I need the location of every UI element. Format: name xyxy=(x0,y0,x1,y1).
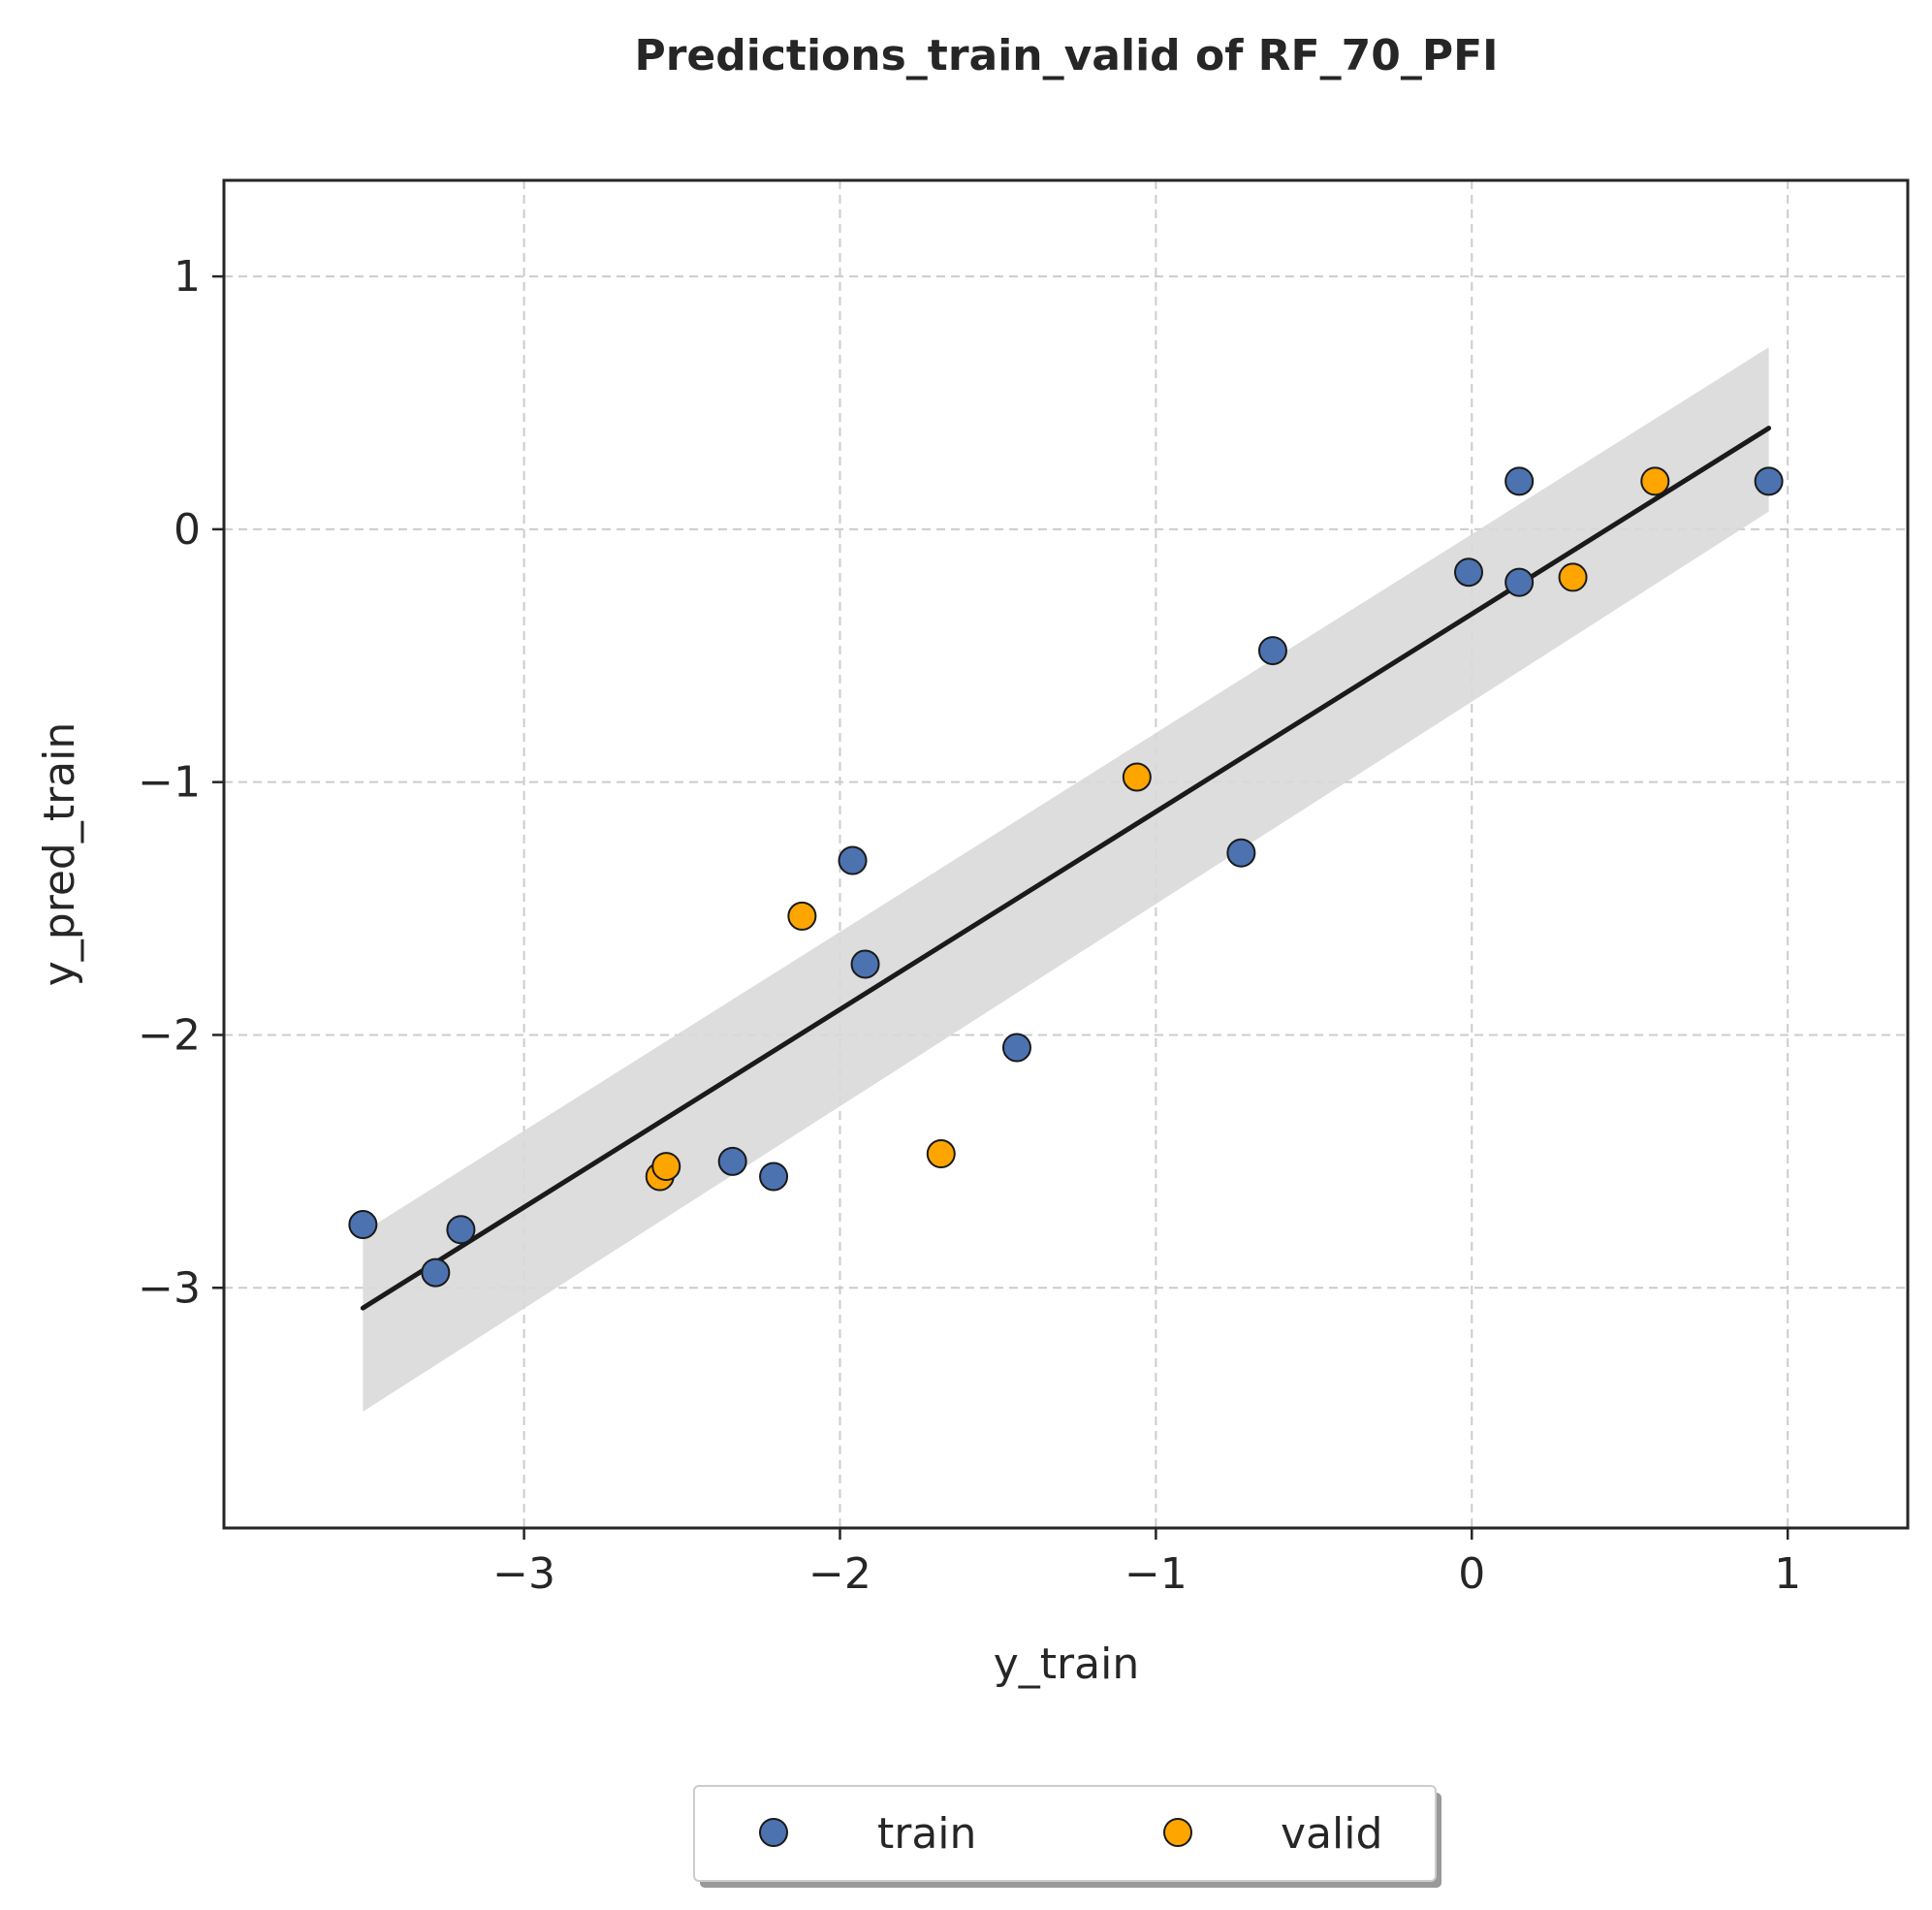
point-train xyxy=(1001,1033,1031,1063)
regression-line-group xyxy=(360,426,1772,1311)
point-train xyxy=(421,1257,451,1288)
point-valid xyxy=(926,1139,956,1169)
point-valid xyxy=(787,901,817,931)
x-axis-label: y_train xyxy=(994,1639,1139,1689)
x-tick-label: −1 xyxy=(1124,1549,1188,1599)
point-train xyxy=(1257,636,1287,666)
x-tick-label: 1 xyxy=(1774,1549,1801,1599)
chart-title: Predictions_train_valid of RF_70_PFI xyxy=(634,31,1498,80)
point-train xyxy=(717,1146,747,1176)
y-tick-label: −1 xyxy=(138,758,201,808)
legend-label-train: train xyxy=(877,1809,976,1859)
point-train xyxy=(1454,557,1484,588)
x-tick-label: −3 xyxy=(492,1549,555,1599)
point-train xyxy=(850,949,880,979)
confidence-band xyxy=(363,347,1769,1413)
y-tick-label: −3 xyxy=(138,1263,201,1313)
y-tick-label: 1 xyxy=(174,252,201,302)
point-train xyxy=(759,1162,789,1192)
point-train xyxy=(446,1215,476,1245)
point-train xyxy=(838,845,868,875)
point-train xyxy=(1754,466,1784,496)
legend-marker-valid xyxy=(1163,1818,1192,1847)
y-tick-label: −2 xyxy=(138,1010,201,1060)
legend: train valid xyxy=(693,1785,1441,1888)
legend-marker-train xyxy=(759,1818,788,1847)
y-tick-label: 0 xyxy=(174,505,201,555)
legend-label-valid: valid xyxy=(1281,1809,1382,1859)
x-tick-label: 0 xyxy=(1458,1549,1485,1599)
data-points xyxy=(348,466,1784,1288)
point-valid xyxy=(1122,762,1152,792)
point-train xyxy=(1226,838,1256,868)
point-valid xyxy=(1558,562,1588,592)
point-valid xyxy=(651,1152,681,1182)
confidence-band-group xyxy=(363,347,1769,1413)
point-train xyxy=(1504,466,1535,496)
regression-line xyxy=(360,426,1772,1311)
x-tick-label: −2 xyxy=(808,1549,871,1599)
point-valid xyxy=(1640,466,1670,496)
point-train xyxy=(348,1210,378,1240)
y-axis-label: y_pred_train xyxy=(35,722,84,987)
point-train xyxy=(1504,567,1535,597)
legend-box xyxy=(693,1785,1437,1882)
plot-frame xyxy=(222,178,1910,1530)
axis-ticks: −3 −2 −1 0 1 −3 −2 −1 0 1 xyxy=(138,252,1801,1599)
